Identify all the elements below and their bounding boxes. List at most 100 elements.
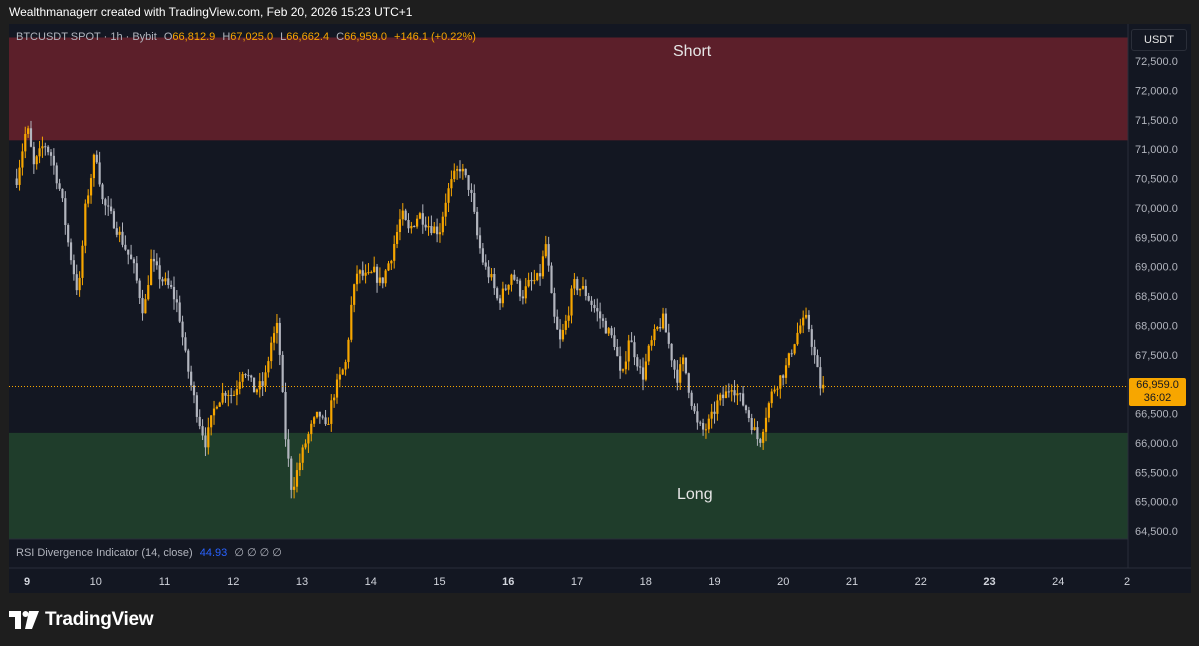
candle-body [701,423,705,430]
candle-body [670,343,673,361]
candle-body [338,374,341,380]
candle-body [418,213,422,219]
candle-body [190,371,193,386]
candle-body [95,154,98,163]
candle-body [813,346,816,356]
candle-body [407,219,410,229]
candle-body [198,416,201,427]
candle-body [375,266,379,283]
candle-body [601,318,605,321]
candle-body [227,394,230,396]
candle-body [593,304,596,309]
price-tick-label: 66,000.0 [1135,438,1178,450]
candle-body [556,316,559,330]
candle-body [650,340,653,346]
long-zone-label: Long [677,486,713,503]
candle-body [295,470,299,487]
candle-body [32,146,35,165]
symbol-legend[interactable]: BTCUSDT SPOT · 1h · Bybit O66,812.9 H67,… [16,31,476,43]
candle-body [290,458,293,490]
candle-body [627,340,630,362]
candle-body [49,152,53,156]
candle-body [115,228,118,235]
candle-body [461,168,464,172]
candle-body [784,365,788,378]
candle-body [89,178,93,196]
candle-body [564,320,567,330]
open-label: O [163,31,173,43]
candle-body [553,293,556,317]
candle-body [793,344,796,354]
candle-body [524,286,527,299]
time-tick-label: 2 [1124,576,1130,588]
candle-body [341,369,344,375]
currency-button[interactable]: USDT [1131,29,1187,51]
candle-body [261,381,264,386]
candle-body [787,353,790,366]
candle-body [18,167,21,185]
candle-body [816,355,819,368]
candle-body [621,369,625,371]
candle-body [804,314,808,318]
candle-body [155,261,158,266]
candle-body [464,168,467,176]
candle-body [659,327,662,329]
candle-body [484,262,487,267]
candle-body [35,156,38,165]
candle-body [104,199,107,206]
candle-body [498,298,502,304]
candle-body [716,400,719,414]
candle-body [770,391,773,404]
candle-body [561,329,565,340]
candle-body [221,392,224,403]
candle-body [656,327,659,330]
candle-body [590,300,593,305]
candle-body [121,231,124,245]
candle-body [215,406,218,409]
candle-body [504,288,507,290]
candle-body [204,435,207,448]
candle-body [478,235,482,249]
price-tick-label: 67,500.0 [1135,350,1178,362]
candle-body [218,402,221,407]
candle-body [118,231,121,235]
candle-body [175,299,178,303]
candle-body [258,381,261,390]
candle-body [370,272,373,274]
low-label: L [280,31,287,43]
candle-body [327,423,330,425]
candle-body [61,188,64,199]
candle-body [264,372,267,386]
candle-body [510,274,513,285]
candle-body [661,313,665,329]
candle-body [742,393,745,406]
candle-body [55,165,58,184]
candle-body [364,272,367,276]
candle-body [736,393,739,396]
price-tick-label: 65,000.0 [1135,497,1178,509]
candle-body [310,423,313,435]
symbol-label: BTCUSDT SPOT · 1h · Bybit [16,31,157,43]
candle-body [610,328,613,336]
candle-body [473,192,476,212]
candle-body [172,286,176,300]
indicator-legend[interactable]: RSI Divergence Indicator (14, close) 44.… [16,546,282,559]
high-label: H [222,31,231,43]
candle-body [404,210,407,220]
candle-body [272,333,276,343]
candle-body [167,278,170,286]
candle-body [567,315,570,321]
candle-body [27,128,30,134]
candle-body [527,279,530,287]
short-zone-label: Short [673,43,712,60]
candle-body [398,219,402,233]
candle-body [447,188,450,203]
candle-body [333,397,336,401]
candle-body [244,374,247,376]
candle-body [796,332,799,345]
candle-body [607,328,610,334]
candle-body [109,206,113,212]
candle-body [624,361,627,370]
candle-body [704,429,708,431]
